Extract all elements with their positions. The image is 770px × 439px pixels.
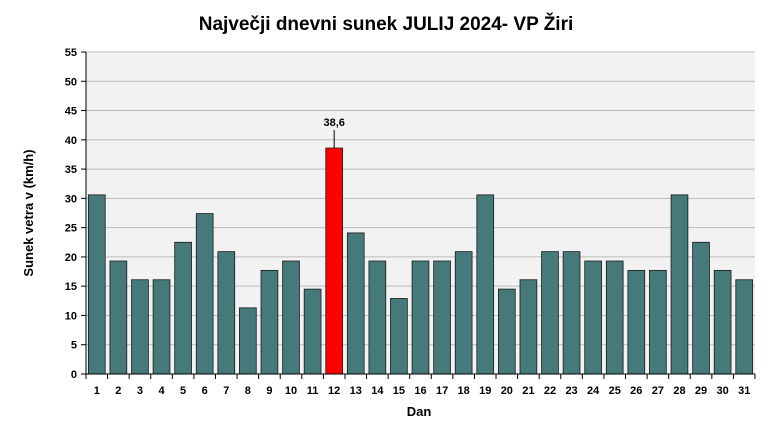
bar [239,307,257,375]
x-tick-label: 3 [137,385,143,397]
bars [87,147,754,375]
x-tick-label: 27 [652,385,664,397]
y-tick-label: 50 [65,76,77,88]
bar [649,269,667,375]
bar-highlight [325,147,343,375]
y-axis-ticks: 0 5 10 15 20 25 30 35 40 45 50 55 [65,47,86,381]
bar [519,279,538,375]
x-tick-label: 25 [609,385,621,397]
bar [87,194,106,375]
y-tick-label: 5 [71,340,77,352]
bar [411,260,430,375]
y-tick-label: 20 [65,252,77,264]
x-tick-label: 29 [695,385,707,397]
x-tick-label: 5 [180,385,186,397]
x-tick-label: 4 [158,385,165,397]
x-tick-label: 23 [565,385,577,397]
bar [735,279,754,375]
bar [713,269,732,375]
x-tick-label: 20 [501,385,513,397]
bar [562,251,581,375]
x-tick-label: 16 [414,385,426,397]
x-tick-label: 2 [115,385,121,397]
x-tick-label: 15 [393,385,405,397]
x-tick-label: 22 [544,385,556,397]
bar [498,288,516,375]
x-tick-label: 13 [350,385,362,397]
y-tick-label: 0 [71,369,77,381]
y-tick-label: 45 [65,106,77,118]
y-tick-label: 55 [65,47,77,59]
bar [584,260,602,375]
bar [217,251,236,375]
x-tick-label: 10 [285,385,297,397]
x-tick-label: 24 [587,385,600,397]
bar [390,298,408,375]
bar [433,260,451,375]
x-tick-label: 26 [630,385,642,397]
x-tick-label: 18 [458,385,470,397]
bar [260,269,279,375]
x-tick-label: 6 [202,385,208,397]
y-tick-label: 10 [65,310,77,322]
y-tick-label: 25 [65,223,77,235]
x-tick-label: 30 [717,385,729,397]
x-tick-label: 11 [307,385,319,397]
x-tick-label: 12 [328,385,340,397]
bar [282,260,300,375]
y-axis-title: Sunek vetra v (km/h) [21,149,36,276]
y-tick-label: 30 [65,193,77,205]
x-tick-label: 28 [673,385,685,397]
bar [541,251,559,375]
data-labels: 38,6 [323,117,345,149]
bar [692,241,710,375]
x-tick-label: 31 [738,385,750,397]
bar [627,269,646,375]
bar [670,194,689,375]
bar [346,232,365,375]
x-tick-label: 14 [371,385,384,397]
x-tick-label: 1 [94,385,100,397]
bar [152,279,171,375]
y-tick-label: 15 [65,281,77,293]
data-label: 38,6 [323,117,344,129]
x-tick-label: 9 [266,385,272,397]
bar [476,194,495,375]
x-tick-label: 8 [245,385,251,397]
bar [368,260,387,375]
bar [195,213,214,375]
bar [109,260,128,375]
y-tick-label: 40 [65,135,77,147]
x-tick-label: 17 [436,385,448,397]
bar [303,288,322,375]
bar [131,279,149,375]
bar [454,251,473,375]
x-tick-label: 21 [522,385,534,397]
bar [605,260,624,375]
x-tick-label: 19 [479,385,491,397]
x-axis-ticks: 1 2 3 4 5 6 7 8 9 10 11 12 13 14 15 16 17 18 19 20 21 22 23 24 2… [85,374,756,397]
chart-title: Največji dnevni sunek JULIJ 2024- VP Žir… [199,13,574,35]
x-tick-label: 7 [223,385,229,397]
x-axis-title: Dan [407,404,432,419]
bar [174,241,192,375]
y-tick-label: 35 [65,164,77,176]
